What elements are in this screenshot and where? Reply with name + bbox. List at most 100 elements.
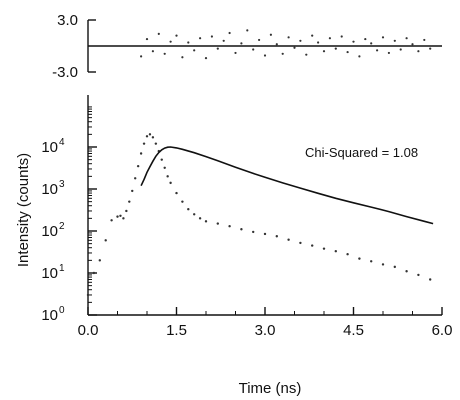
residual-point xyxy=(140,55,143,58)
residual-point xyxy=(281,52,284,55)
residual-point xyxy=(258,38,261,42)
decay-data-point xyxy=(142,142,146,145)
residual-point xyxy=(370,42,373,45)
decay-data-point xyxy=(275,235,278,238)
decay-data-point xyxy=(187,208,190,211)
residual-point xyxy=(305,53,308,56)
residual-point xyxy=(228,31,231,35)
y-axis-title: Intensity (counts) xyxy=(15,153,32,267)
decay-y-tick-exponent: 0 xyxy=(59,305,65,316)
decay-data-point xyxy=(163,166,166,169)
residual-point xyxy=(405,37,408,40)
decay-data-point xyxy=(160,158,163,161)
residual-point xyxy=(175,34,178,37)
decay-data-point xyxy=(193,213,196,216)
decay-y-tick-exponent: 3 xyxy=(59,179,65,190)
residual-point xyxy=(381,36,385,39)
residual-point xyxy=(181,56,184,59)
decay-x-ticks: 0.0 1.5 3.0 4.5 6.0 xyxy=(78,307,453,339)
decay-data-point xyxy=(110,219,113,222)
decay-data-point xyxy=(358,257,361,260)
decay-y-tick-base: 10 xyxy=(41,265,58,282)
residual-point xyxy=(275,43,278,46)
residual-point xyxy=(287,36,290,39)
residual-point xyxy=(352,40,355,43)
decay-data-point xyxy=(334,250,337,253)
residual-point xyxy=(163,52,166,55)
residual-point xyxy=(222,39,225,42)
residual-point xyxy=(334,47,337,50)
residual-point xyxy=(322,50,326,53)
residual-point xyxy=(210,35,213,38)
x-axis-title: Time (ns) xyxy=(239,380,302,397)
residual-point xyxy=(340,35,343,38)
residual-point xyxy=(169,40,172,43)
decay-data-point xyxy=(204,220,208,223)
decay-data-point xyxy=(98,259,102,262)
residual-point xyxy=(411,43,414,46)
decay-data-point xyxy=(119,214,122,218)
decay-y-tick-base: 10 xyxy=(41,223,58,240)
decay-data-point xyxy=(429,278,432,281)
decay-data-point xyxy=(151,136,155,139)
decay-data-point xyxy=(122,217,125,220)
decay-data-point xyxy=(131,189,134,193)
decay-fit-line xyxy=(140,146,434,225)
chi-squared-annotation: Chi-Squared = 1.08 xyxy=(305,145,418,160)
residual-point xyxy=(293,46,296,49)
decay-y-tick-label: 10 xyxy=(41,139,58,156)
decay-data-point xyxy=(86,293,90,297)
residual-point xyxy=(328,37,331,40)
decay-data-point xyxy=(311,244,314,247)
decay-data-point xyxy=(346,253,349,256)
decay-data-point xyxy=(169,181,172,185)
residual-point xyxy=(151,50,154,53)
decay-data-point xyxy=(116,215,119,218)
decay-x-tick-label: 1.5 xyxy=(166,322,187,339)
residual-point xyxy=(387,51,390,55)
decay-data-point xyxy=(216,222,219,225)
decay-y-tick-label: 10 xyxy=(41,307,58,324)
decay-data-point xyxy=(381,263,385,266)
residual-point xyxy=(358,55,361,58)
decay-data-point xyxy=(104,239,107,242)
decay-y-tick-label: 10 xyxy=(41,223,58,240)
decay-data-point xyxy=(240,228,243,231)
residual-point xyxy=(399,48,402,51)
residual-point xyxy=(417,50,420,53)
decay-data-point xyxy=(287,238,290,241)
decay-data-point xyxy=(252,230,255,234)
residuals-y-ticks: 3.0 -3.0 xyxy=(52,12,96,81)
residual-point xyxy=(246,29,249,32)
residual-point xyxy=(187,41,190,44)
residuals-y-tick-label: 3.0 xyxy=(57,12,78,29)
decay-data-point xyxy=(322,247,326,250)
decay-y-tick-exponent: 4 xyxy=(59,137,65,148)
residual-point xyxy=(317,41,320,44)
decay-data-point xyxy=(175,191,178,195)
decay-x-tick-label: 6.0 xyxy=(432,322,453,339)
decay-y-tick-base: 10 xyxy=(41,139,58,156)
decay-data-point xyxy=(417,273,420,277)
decay-x-tick-label: 3.0 xyxy=(255,322,276,339)
decay-data-point xyxy=(198,217,202,220)
decay-y-tick-base: 10 xyxy=(41,307,58,324)
decay-data-point xyxy=(263,232,267,236)
residuals-points xyxy=(140,29,432,60)
residual-point xyxy=(199,37,202,40)
residuals-panel: 3.0 -3.0 xyxy=(52,12,442,81)
decay-y-tick-exponent: 1 xyxy=(59,263,65,274)
decay-data-point xyxy=(136,164,140,168)
residual-point xyxy=(216,47,219,50)
decay-data-point xyxy=(128,200,131,203)
residual-point xyxy=(269,33,272,36)
decay-data-point xyxy=(125,209,128,213)
residual-point xyxy=(393,39,396,42)
decay-y-tick-label: 10 xyxy=(41,265,58,282)
residual-point xyxy=(299,39,302,42)
residuals-y-tick-label: -3.0 xyxy=(52,64,78,81)
residual-point xyxy=(157,32,160,35)
decay-data-point xyxy=(134,177,137,180)
decay-data-point xyxy=(370,260,373,263)
decay-data-point xyxy=(405,270,408,273)
